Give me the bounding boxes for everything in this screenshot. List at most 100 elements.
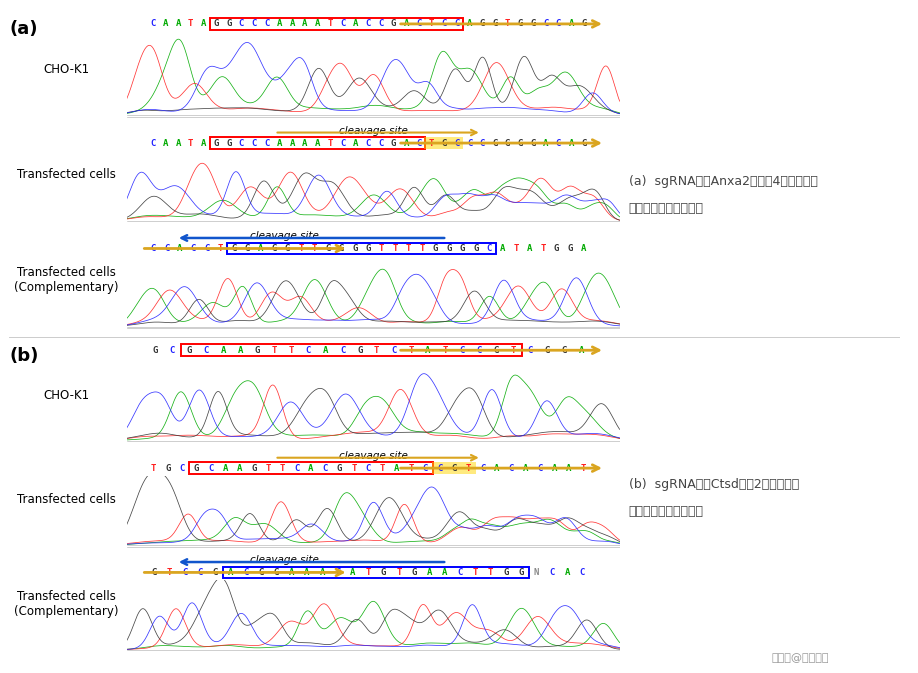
Text: C: C <box>252 20 257 28</box>
Text: (b): (b) <box>9 347 39 365</box>
Text: G: G <box>554 244 559 253</box>
Text: G: G <box>226 139 231 147</box>
Text: A: A <box>177 244 183 253</box>
Text: A: A <box>162 20 168 28</box>
Bar <box>210 18 464 30</box>
Text: C: C <box>437 464 442 472</box>
Text: T: T <box>312 244 317 253</box>
Text: G: G <box>503 568 509 577</box>
Text: A: A <box>228 568 233 577</box>
Text: A: A <box>579 346 584 355</box>
Text: G: G <box>492 20 498 28</box>
Text: CHO-K1: CHO-K1 <box>43 63 90 76</box>
Text: Transfected cells: Transfected cells <box>17 493 116 506</box>
Text: A: A <box>201 139 207 147</box>
Text: G: G <box>259 568 263 577</box>
Text: G: G <box>460 244 465 253</box>
Text: A: A <box>238 346 243 355</box>
Text: G: G <box>274 568 279 577</box>
Text: C: C <box>164 244 169 253</box>
Text: T: T <box>505 20 510 28</box>
Text: T: T <box>328 20 333 28</box>
Text: G: G <box>531 20 536 28</box>
Text: A: A <box>552 464 557 472</box>
Text: G: G <box>213 139 218 147</box>
Text: cleavage site: cleavage site <box>339 451 408 461</box>
Text: G: G <box>531 139 536 147</box>
Text: C: C <box>365 20 371 28</box>
Text: T: T <box>289 346 294 355</box>
Text: G: G <box>285 244 290 253</box>
Text: G: G <box>411 568 417 577</box>
Text: T: T <box>420 244 425 253</box>
Text: T: T <box>397 568 401 577</box>
Text: A: A <box>495 464 499 472</box>
Text: A: A <box>289 139 295 147</box>
Text: G: G <box>251 464 256 472</box>
Text: T: T <box>510 346 516 355</box>
Text: T: T <box>352 464 356 472</box>
Text: G: G <box>473 244 478 253</box>
Text: C: C <box>197 568 203 577</box>
Text: T: T <box>473 568 478 577</box>
Text: G: G <box>494 346 498 355</box>
Text: T: T <box>380 464 386 472</box>
Text: A: A <box>404 20 409 28</box>
Bar <box>181 345 521 356</box>
Text: G: G <box>339 244 344 253</box>
Text: A: A <box>404 139 409 147</box>
Text: C: C <box>204 346 208 355</box>
Text: A: A <box>442 568 447 577</box>
Text: G: G <box>213 568 218 577</box>
Text: CHO-K1: CHO-K1 <box>43 389 90 402</box>
Text: G: G <box>442 139 447 147</box>
Text: C: C <box>454 20 460 28</box>
Text: T: T <box>442 346 448 355</box>
Text: T: T <box>218 244 223 253</box>
Text: C: C <box>340 346 345 355</box>
Text: (a)  sgRNA打靶Anxa2基因的4号外显子。: (a) sgRNA打靶Anxa2基因的4号外显子。 <box>629 175 818 188</box>
Text: cleavage site: cleavage site <box>250 231 319 241</box>
Text: C: C <box>239 139 244 147</box>
Text: C: C <box>416 139 421 147</box>
Text: A: A <box>315 20 320 28</box>
Text: G: G <box>518 139 523 147</box>
Text: G: G <box>151 568 157 577</box>
Text: C: C <box>467 139 473 147</box>
Text: A: A <box>162 139 168 147</box>
Text: G: G <box>231 244 237 253</box>
Text: G: G <box>567 244 573 253</box>
Text: A: A <box>568 139 574 147</box>
Text: C: C <box>454 139 460 147</box>
Text: T: T <box>409 346 414 355</box>
Text: A: A <box>289 568 295 577</box>
Text: G: G <box>479 20 485 28</box>
Text: G: G <box>337 464 342 472</box>
Text: A: A <box>237 464 242 472</box>
Text: T: T <box>409 464 414 472</box>
Bar <box>189 462 432 474</box>
Text: C: C <box>208 464 214 472</box>
Bar <box>210 137 425 149</box>
Text: A: A <box>308 464 314 472</box>
Text: T: T <box>488 568 493 577</box>
Text: C: C <box>555 20 561 28</box>
Text: C: C <box>169 346 174 355</box>
Text: G: G <box>152 346 158 355</box>
Text: G: G <box>381 568 386 577</box>
Text: G: G <box>391 20 397 28</box>
Text: C: C <box>341 139 345 147</box>
Text: C: C <box>239 20 244 28</box>
Text: C: C <box>322 464 328 472</box>
Text: T: T <box>280 464 285 472</box>
Text: A: A <box>220 346 226 355</box>
Text: A: A <box>201 20 207 28</box>
Text: A: A <box>353 20 358 28</box>
Text: C: C <box>537 464 543 472</box>
Text: C: C <box>306 346 311 355</box>
Text: T: T <box>465 464 471 472</box>
Text: C: C <box>555 139 561 147</box>
Text: G: G <box>544 346 550 355</box>
Text: C: C <box>378 20 384 28</box>
Text: A: A <box>175 20 181 28</box>
